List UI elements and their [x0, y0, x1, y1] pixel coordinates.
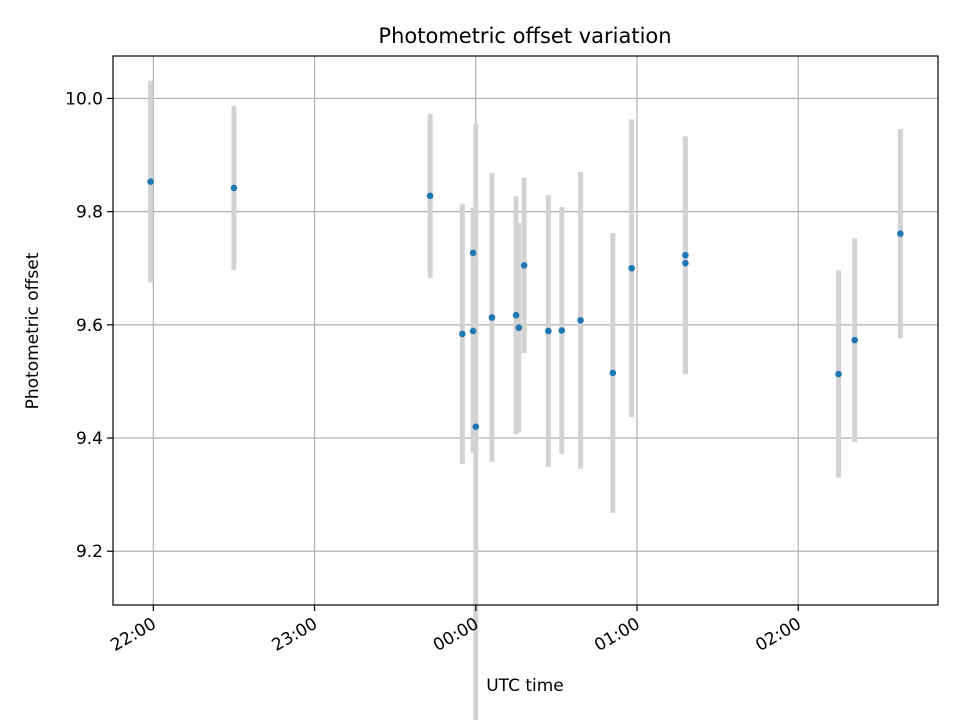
y-tick-label: 10.0	[65, 89, 103, 109]
grid-lines	[113, 56, 938, 605]
data-point	[545, 327, 552, 335]
data-point	[609, 369, 617, 377]
data-point	[469, 327, 477, 335]
data-point	[459, 330, 466, 338]
data-point	[628, 264, 635, 272]
y-tick-label: 9.8	[76, 203, 103, 223]
data-point	[426, 192, 434, 200]
x-axis-ticks: 22:00 23:00 00:00 01:00 02:00	[107, 605, 805, 656]
data-point	[851, 336, 858, 344]
y-tick-label: 9.2	[76, 542, 103, 562]
data-point	[682, 259, 689, 267]
x-tick-label: 01:00	[591, 614, 643, 656]
plot-frame	[112, 55, 939, 606]
data-point	[558, 327, 566, 334]
chart-title: Photometric offset variation	[378, 24, 671, 48]
data-point	[230, 184, 238, 192]
data-point	[469, 249, 477, 257]
data-point	[515, 324, 523, 331]
data-point	[512, 311, 520, 319]
data-point	[897, 230, 904, 238]
x-tick-label: 23:00	[269, 614, 321, 656]
data-point	[488, 314, 496, 321]
x-tick-label: 22:00	[107, 614, 159, 656]
y-tick-label: 9.4	[76, 429, 103, 449]
data-point	[520, 262, 528, 269]
x-axis-label: UTC time	[486, 676, 564, 696]
y-axis-ticks: 9.2 9.4 9.6 9.8 10.0	[65, 89, 113, 562]
data-point	[147, 178, 154, 185]
x-tick-label: 02:00	[752, 614, 804, 656]
data-point	[472, 423, 480, 431]
y-axis-label: Photometric offset	[23, 252, 43, 409]
data-point	[835, 370, 842, 378]
data-points	[147, 178, 904, 431]
data-point	[682, 251, 689, 259]
data-point	[577, 317, 584, 324]
y-tick-label: 9.6	[76, 316, 103, 336]
